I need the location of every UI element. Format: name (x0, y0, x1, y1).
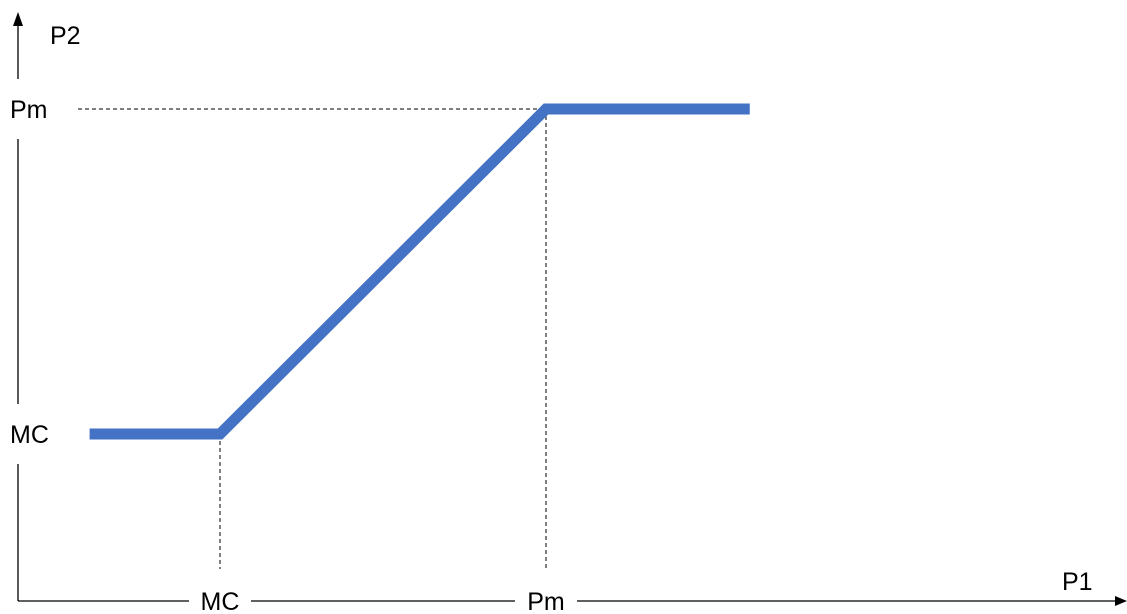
y-axis-arrowhead-icon (13, 12, 23, 26)
y-tick-label: Pm (10, 96, 48, 124)
x-axis-arrowhead-icon (1115, 596, 1127, 606)
x-axis-label: P1 (1062, 568, 1093, 596)
y-tick-gap (10, 79, 26, 139)
guide-lines (78, 108, 547, 569)
axes (13, 12, 1127, 606)
x-tick-gap (515, 585, 577, 613)
y-tick-gap (10, 404, 26, 464)
y-tick-label: MC (10, 421, 49, 449)
y-axis-label: P2 (50, 22, 81, 50)
labels: P2 P1 MC Pm MC Pm (10, 22, 1093, 614)
x-tick-gap (189, 585, 251, 613)
label-gaps (10, 79, 577, 613)
series-lines (89, 103, 750, 440)
x-tick-label: MC (201, 588, 240, 614)
series-line (89, 103, 750, 440)
x-tick-label: Pm (527, 588, 565, 614)
